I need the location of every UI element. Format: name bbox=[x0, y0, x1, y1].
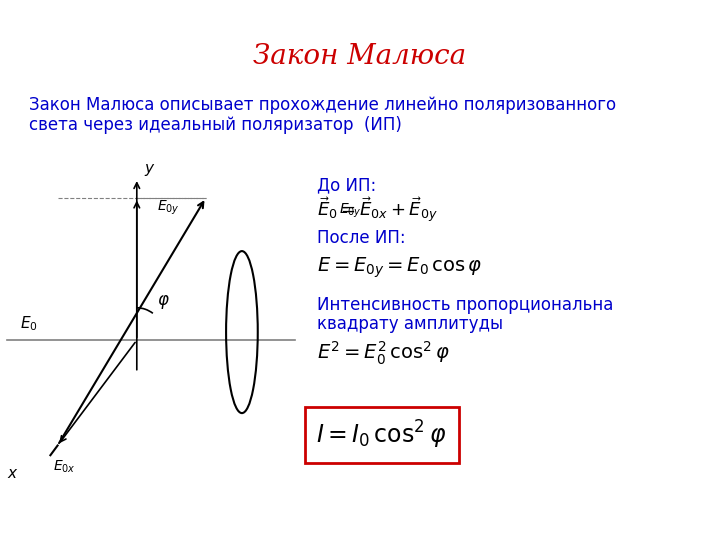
Text: $E = E_{0y} = E_0\,\cos\varphi$: $E = E_{0y} = E_0\,\cos\varphi$ bbox=[317, 255, 482, 280]
Text: $x$: $x$ bbox=[7, 465, 19, 481]
Text: $y$: $y$ bbox=[144, 162, 156, 178]
Text: света через идеальный поляризатор  (ИП): света через идеальный поляризатор (ИП) bbox=[29, 116, 402, 134]
Text: $E_{0y}$: $E_{0y}$ bbox=[338, 202, 361, 220]
Text: $E^2 = E_0^2\,\cos^2\varphi$: $E^2 = E_0^2\,\cos^2\varphi$ bbox=[317, 340, 450, 367]
Text: $E_{0x}$: $E_{0x}$ bbox=[53, 458, 76, 475]
Text: $I = I_0\,\cos^2\varphi$: $I = I_0\,\cos^2\varphi$ bbox=[316, 418, 447, 451]
Text: После ИП:: После ИП: bbox=[317, 228, 405, 247]
Text: $\varphi$: $\varphi$ bbox=[157, 293, 170, 310]
Text: Интенсивность пропорциональна: Интенсивность пропорциональна bbox=[317, 296, 613, 314]
Text: До ИП:: До ИП: bbox=[317, 176, 376, 194]
Text: $E_0$: $E_0$ bbox=[20, 315, 37, 333]
Text: квадрату амплитуды: квадрату амплитуды bbox=[317, 315, 503, 333]
Text: $E_{0y}$: $E_{0y}$ bbox=[157, 198, 180, 217]
Text: $\vec{E}_0 = \vec{E}_{0x} + \vec{E}_{0y}$: $\vec{E}_0 = \vec{E}_{0x} + \vec{E}_{0y}… bbox=[317, 196, 438, 225]
Text: Закон Малюса: Закон Малюса bbox=[253, 43, 467, 70]
Text: Закон Малюса описывает прохождение линейно поляризованного: Закон Малюса описывает прохождение линей… bbox=[29, 96, 616, 114]
